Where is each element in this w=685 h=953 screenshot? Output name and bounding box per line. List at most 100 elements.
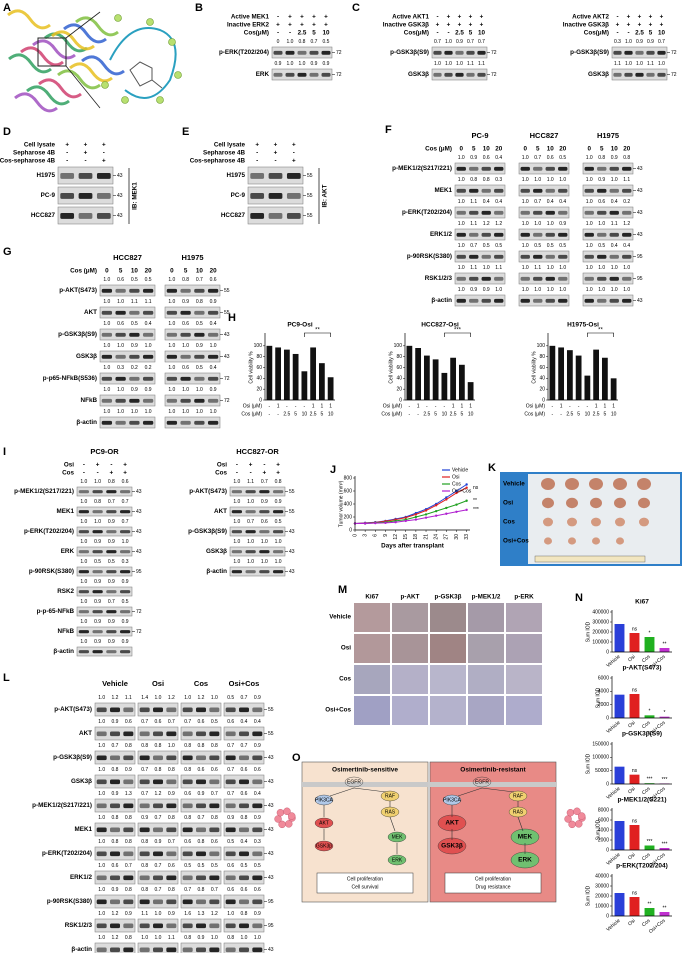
- condition-mark: +: [276, 470, 280, 477]
- quantification: 1.0: [168, 277, 175, 283]
- residue: [156, 96, 164, 104]
- blot-band: [194, 332, 205, 337]
- cell-icon: [578, 812, 586, 820]
- quantification: 0.4: [611, 199, 618, 205]
- quantification: 0.6: [122, 479, 129, 485]
- quantification: 0.5: [196, 321, 203, 327]
- quantification: 1.0: [196, 387, 203, 393]
- blot-band: [101, 332, 113, 337]
- blot-band: [123, 755, 134, 761]
- quantification: 1.0: [98, 815, 105, 821]
- quantification: 0.4: [547, 199, 554, 205]
- bar: [441, 372, 448, 400]
- quantification: 0.7: [261, 479, 268, 485]
- protein-label: PC-9: [231, 192, 246, 199]
- blot-band: [225, 707, 236, 713]
- ihc-image: [468, 603, 504, 632]
- blot-band: [153, 755, 163, 761]
- node-label: GSK3β: [316, 843, 332, 849]
- quantification: 0.5: [211, 863, 218, 869]
- condition-label: Cos-sepharose 4B: [190, 158, 246, 165]
- protein-label: p-GSK3β(S9): [570, 49, 609, 56]
- condition-mark: +: [274, 142, 278, 149]
- blot-band: [321, 50, 331, 55]
- quantification: 0.9: [131, 343, 138, 349]
- blot-band: [209, 707, 220, 713]
- tumor: [544, 537, 552, 545]
- quantification: 1.0: [456, 61, 463, 67]
- bar: [644, 908, 655, 916]
- quantification: 0.6: [227, 863, 234, 869]
- ihc-image: [392, 634, 428, 663]
- blot-band: [119, 570, 131, 574]
- quantification: 0.6: [254, 767, 261, 773]
- condition-mark: 0: [587, 146, 591, 153]
- blot-band: [520, 254, 530, 259]
- blot-band: [433, 72, 442, 77]
- quantification: 1.0: [210, 409, 217, 415]
- quantification: 1.0: [168, 387, 175, 393]
- x-row-value: 5: [460, 411, 463, 417]
- blot-band: [96, 803, 107, 809]
- quantification: 0.8: [125, 839, 132, 845]
- quantification: 0.7: [227, 743, 234, 749]
- y-tick-label: 0: [349, 527, 352, 533]
- blot-band: [110, 851, 120, 857]
- residue: [168, 38, 176, 46]
- blot-band: [180, 332, 191, 337]
- protein-label: p-p65-NFkB(S536): [43, 375, 97, 382]
- x-tick-label: 3: [362, 534, 368, 537]
- mw-label: 95: [268, 923, 274, 929]
- protein-label: RSK1/2/3: [425, 275, 453, 282]
- blot-band: [139, 755, 150, 761]
- quantification: 0.6: [182, 365, 189, 371]
- quantification: 1.0: [586, 265, 593, 271]
- condition-mark: +: [627, 14, 631, 21]
- blot-band: [101, 310, 113, 315]
- quantification: 0.7: [141, 719, 148, 725]
- blot-band: [597, 166, 607, 171]
- quantification: 0.8: [483, 177, 490, 183]
- condition-label: Inactive GSK3β: [563, 22, 609, 29]
- quantification: 0.4: [559, 199, 566, 205]
- condition-mark: +: [480, 14, 484, 21]
- protein-label: p-ERK(T202/204): [219, 49, 269, 56]
- blot-band: [60, 172, 75, 179]
- quantification: 0.6: [261, 519, 268, 525]
- quantification: 1.0: [586, 155, 593, 161]
- series-line: [355, 509, 467, 524]
- blot-strip: [518, 206, 570, 219]
- quantification: 0.7: [658, 39, 665, 45]
- quantification: 1.0: [80, 499, 87, 505]
- blot-band: [609, 166, 619, 171]
- blot-band: [115, 332, 126, 337]
- quantification: 1.0: [611, 265, 618, 271]
- x-row-value: 1: [452, 403, 455, 409]
- y-tick-label: 400: [344, 501, 353, 507]
- blot-band: [252, 899, 263, 905]
- mw-label: 72: [336, 50, 342, 56]
- blot-band: [481, 254, 491, 259]
- chart-title: p-AKT(S473): [622, 665, 661, 672]
- blot-band: [209, 755, 220, 761]
- y-axis-title: Tumor volume (mm³): [338, 480, 344, 527]
- quantification: 0.9: [94, 579, 101, 585]
- quantification: 0.7: [211, 887, 218, 893]
- quantification: 0.7: [168, 839, 175, 845]
- quantification: 0.8: [184, 935, 191, 941]
- blot-band: [456, 188, 466, 193]
- quantification: 1.1: [614, 61, 621, 67]
- blot-band: [92, 550, 103, 554]
- quantification: 0.9: [210, 299, 217, 305]
- protein-label: p-AKT(S473): [59, 287, 97, 294]
- quantification: 0.8: [196, 299, 203, 305]
- blot-band: [545, 210, 555, 215]
- blot-band: [239, 947, 249, 953]
- condition-mark: +: [480, 22, 484, 29]
- ihc-image: [506, 696, 542, 725]
- condition-mark: -: [277, 14, 279, 21]
- blot-band: [110, 899, 120, 905]
- quantification: 1.2: [198, 695, 205, 701]
- protein-ribbon: [20, 46, 64, 67]
- blot-band: [584, 276, 594, 281]
